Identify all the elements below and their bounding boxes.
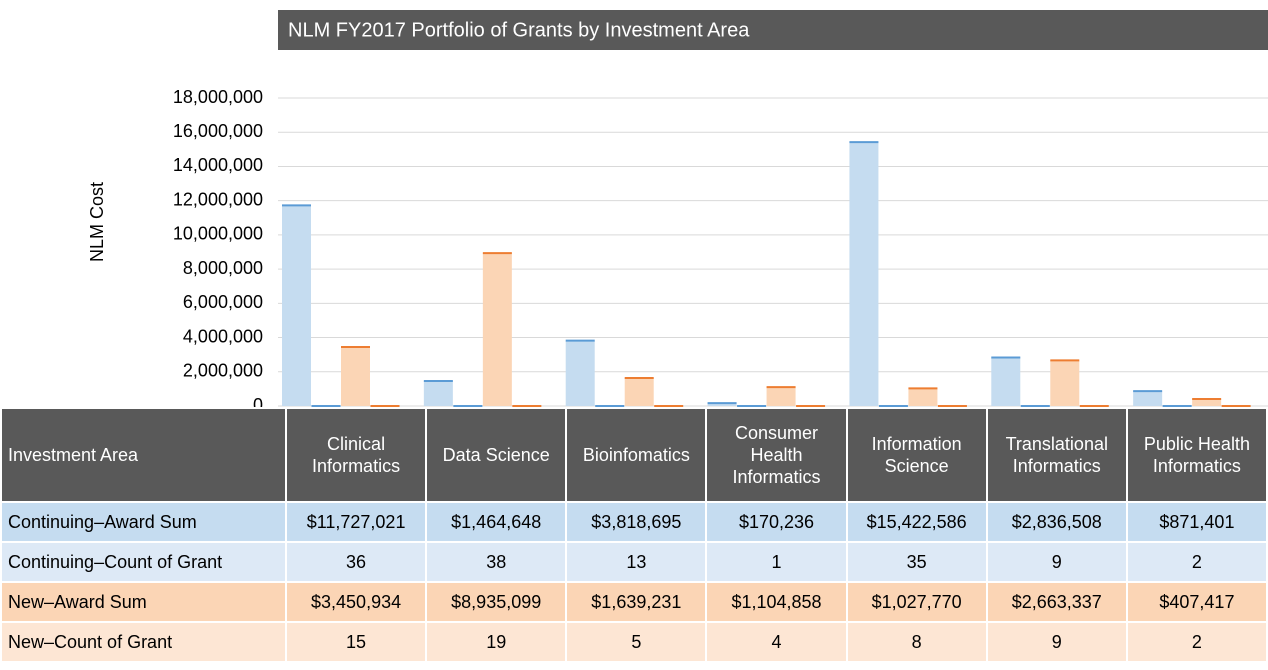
data-label: 1 [705, 541, 848, 583]
data-label: 9 [985, 541, 1128, 583]
bar [624, 377, 654, 406]
bar [1192, 399, 1222, 406]
data-label: $2,836,508 [985, 501, 1128, 543]
table-row: New–Count of Grant 15 19 5 4 8 9 2 [0, 621, 1268, 663]
y-tick-label: 18,000,000 [173, 87, 263, 107]
bar [341, 346, 370, 406]
data-label: 38 [425, 541, 568, 583]
data-table: Investment Area Clinical Informatics Data … [0, 407, 1268, 663]
bar [766, 387, 796, 406]
y-tick-label: 8,000,000 [183, 258, 263, 278]
data-label: $1,027,770 [845, 581, 988, 623]
y-tick-label: 4,000,000 [183, 326, 263, 346]
bar [282, 205, 311, 406]
data-label: 8 [845, 621, 988, 663]
y-tick-label: 2,000,000 [183, 361, 263, 381]
bar [423, 380, 453, 406]
chart-title: NLM FY2017 Portfolio of Grants by Invest… [288, 19, 750, 41]
data-label: 15 [284, 621, 428, 663]
data-label: 19 [425, 621, 568, 663]
data-label: $170,236 [705, 501, 848, 543]
y-tick-label: 16,000,000 [173, 121, 263, 141]
data-label: 35 [845, 541, 988, 583]
legend-label: Continuing–Count of Grant [0, 541, 287, 583]
data-label: $3,818,695 [565, 501, 708, 543]
data-label: $3,450,934 [284, 581, 428, 623]
bar [1050, 360, 1080, 406]
bar [565, 340, 595, 406]
bar [1133, 391, 1163, 406]
data-label: $11,727,021 [284, 501, 428, 543]
table-header: Investment Area [0, 407, 287, 503]
data-label: 4 [705, 621, 848, 663]
data-label: $15,422,586 [845, 501, 988, 543]
legend-label: Continuing–Award Sum [0, 501, 287, 543]
legend-label: New–Award Sum [0, 581, 287, 623]
data-label: $1,104,858 [705, 581, 848, 623]
y-tick-label: 0 [253, 395, 263, 407]
data-label: 9 [985, 621, 1128, 663]
x-tick-label: Public Health Informatics [1125, 407, 1268, 503]
table-row: New–Award Sum $3,450,934 $8,935,099 $1,639,… [0, 581, 1268, 623]
x-tick-label: Clinical Informatics [284, 407, 428, 503]
table-row: Investment Area Clinical Informatics Data … [0, 407, 1268, 503]
y-tick-label: 12,000,000 [173, 189, 263, 209]
chart: NLM FY2017 Portfolio of Grants by Invest… [87, 10, 1268, 407]
table-row: Continuing–Count of Grant 36 38 13 1 35 9 2 [0, 541, 1268, 583]
y-axis-label: NLM Cost [87, 182, 107, 262]
y-tick-label: 10,000,000 [173, 224, 263, 244]
table-row: Continuing–Award Sum $11,727,021 $1,464,64… [0, 501, 1268, 543]
data-label: 36 [284, 541, 428, 583]
data-label: $8,935,099 [425, 581, 568, 623]
data-label: $2,663,337 [985, 581, 1128, 623]
x-tick-label: Bioinfomatics [565, 407, 708, 503]
bar [849, 142, 879, 406]
bar [707, 403, 737, 406]
bar [908, 388, 938, 406]
x-tick-label: Information Science [845, 407, 988, 503]
x-tick-label: Data Science [425, 407, 568, 503]
data-label: 2 [1125, 621, 1268, 663]
bar [991, 357, 1021, 406]
x-tick-label: Translational Informatics [985, 407, 1128, 503]
data-label: $407,417 [1125, 581, 1268, 623]
data-label: 13 [565, 541, 708, 583]
data-label: $871,401 [1125, 501, 1268, 543]
y-tick-label: 14,000,000 [173, 155, 263, 175]
data-label: $1,464,648 [425, 501, 568, 543]
legend-label: New–Count of Grant [0, 621, 287, 663]
data-label: 5 [565, 621, 708, 663]
x-tick-label: Consumer Health Informatics [705, 407, 848, 503]
data-label: $1,639,231 [565, 581, 708, 623]
bar [482, 253, 512, 406]
title-bar [278, 10, 1268, 50]
y-tick-label: 6,000,000 [183, 292, 263, 312]
data-label: 2 [1125, 541, 1268, 583]
